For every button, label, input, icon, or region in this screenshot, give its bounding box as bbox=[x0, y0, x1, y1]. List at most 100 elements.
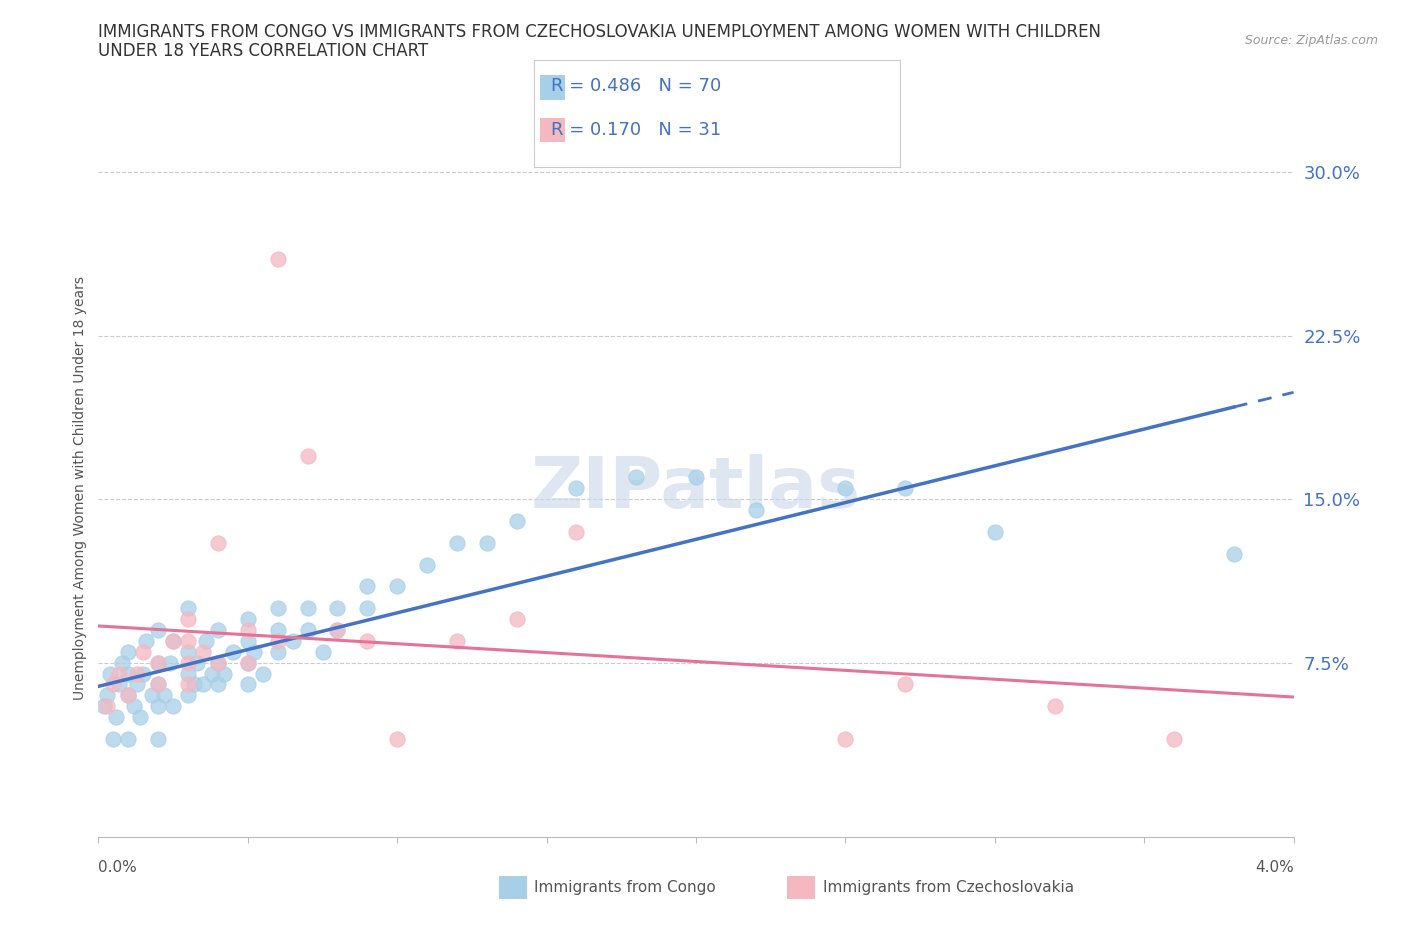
Point bbox=[194, 633, 217, 648]
Point bbox=[685, 470, 707, 485]
Point bbox=[207, 655, 229, 670]
Point bbox=[894, 677, 917, 692]
Point bbox=[565, 525, 588, 539]
Point bbox=[356, 633, 378, 648]
Point bbox=[385, 732, 409, 747]
Point bbox=[162, 633, 184, 648]
Point bbox=[242, 644, 264, 659]
Point bbox=[108, 677, 131, 692]
Point bbox=[153, 688, 176, 703]
Text: 4.0%: 4.0% bbox=[1254, 860, 1294, 875]
Point bbox=[148, 732, 170, 747]
Point bbox=[177, 633, 200, 648]
Point bbox=[834, 732, 856, 747]
Point bbox=[416, 557, 439, 572]
Point bbox=[177, 677, 200, 692]
Point bbox=[297, 622, 319, 637]
Y-axis label: Unemployment Among Women with Children Under 18 years: Unemployment Among Women with Children U… bbox=[73, 276, 87, 700]
Point bbox=[1163, 732, 1185, 747]
Point bbox=[162, 698, 184, 713]
Point bbox=[1043, 698, 1066, 713]
Point bbox=[96, 688, 118, 703]
Point bbox=[385, 578, 409, 593]
Point bbox=[148, 655, 170, 670]
Point bbox=[177, 655, 200, 670]
Point bbox=[267, 633, 290, 648]
Point bbox=[117, 666, 139, 681]
Point bbox=[267, 252, 290, 267]
Point bbox=[565, 481, 588, 496]
Point bbox=[745, 502, 768, 517]
Point bbox=[129, 710, 152, 724]
Text: R = 0.486   N = 70: R = 0.486 N = 70 bbox=[551, 77, 721, 95]
Point bbox=[177, 601, 200, 616]
Point bbox=[236, 612, 259, 627]
Point bbox=[356, 578, 378, 593]
Point bbox=[311, 644, 333, 659]
Text: 0.0%: 0.0% bbox=[98, 860, 138, 875]
Point bbox=[148, 677, 170, 692]
Point bbox=[93, 698, 115, 713]
Text: Immigrants from Czechoslovakia: Immigrants from Czechoslovakia bbox=[823, 880, 1074, 895]
Point bbox=[162, 633, 184, 648]
Point bbox=[105, 710, 128, 724]
Text: ZIPatlas: ZIPatlas bbox=[531, 454, 860, 523]
Point bbox=[148, 655, 170, 670]
Point bbox=[894, 481, 917, 496]
Point bbox=[326, 622, 349, 637]
Point bbox=[297, 601, 319, 616]
Point bbox=[834, 481, 856, 496]
Point bbox=[624, 470, 647, 485]
Point bbox=[186, 655, 208, 670]
Point bbox=[177, 688, 200, 703]
Text: UNDER 18 YEARS CORRELATION CHART: UNDER 18 YEARS CORRELATION CHART bbox=[98, 42, 429, 60]
Point bbox=[159, 655, 181, 670]
Point bbox=[135, 633, 157, 648]
Point bbox=[127, 677, 149, 692]
Point bbox=[191, 644, 214, 659]
Point bbox=[148, 622, 170, 637]
Point bbox=[177, 612, 200, 627]
Point bbox=[281, 633, 304, 648]
Point bbox=[207, 677, 229, 692]
Point bbox=[212, 666, 235, 681]
Point bbox=[252, 666, 274, 681]
Text: R = 0.170   N = 31: R = 0.170 N = 31 bbox=[551, 121, 721, 139]
Point bbox=[117, 732, 139, 747]
Point bbox=[506, 513, 529, 528]
Point bbox=[103, 677, 125, 692]
Point bbox=[148, 698, 170, 713]
Point bbox=[207, 536, 229, 551]
Point bbox=[236, 622, 259, 637]
Point bbox=[475, 536, 498, 551]
Point bbox=[141, 688, 163, 703]
Point bbox=[1222, 546, 1246, 561]
Point bbox=[132, 644, 155, 659]
Point bbox=[446, 633, 468, 648]
Point bbox=[207, 655, 229, 670]
Point bbox=[222, 644, 245, 659]
Text: Immigrants from Congo: Immigrants from Congo bbox=[534, 880, 716, 895]
Point bbox=[117, 688, 139, 703]
Point bbox=[103, 732, 125, 747]
Point bbox=[177, 666, 200, 681]
Text: Source: ZipAtlas.com: Source: ZipAtlas.com bbox=[1244, 34, 1378, 47]
Point bbox=[236, 677, 259, 692]
Point bbox=[96, 698, 118, 713]
Point bbox=[183, 677, 205, 692]
Point bbox=[267, 644, 290, 659]
Point bbox=[124, 698, 146, 713]
Point bbox=[267, 622, 290, 637]
Point bbox=[108, 666, 131, 681]
Point bbox=[111, 655, 134, 670]
Point bbox=[236, 633, 259, 648]
Point bbox=[177, 644, 200, 659]
Point bbox=[127, 666, 149, 681]
Point bbox=[117, 644, 139, 659]
Point bbox=[326, 622, 349, 637]
Point bbox=[297, 448, 319, 463]
Point bbox=[207, 622, 229, 637]
Point bbox=[191, 677, 214, 692]
Point bbox=[201, 666, 224, 681]
Point bbox=[983, 525, 1005, 539]
